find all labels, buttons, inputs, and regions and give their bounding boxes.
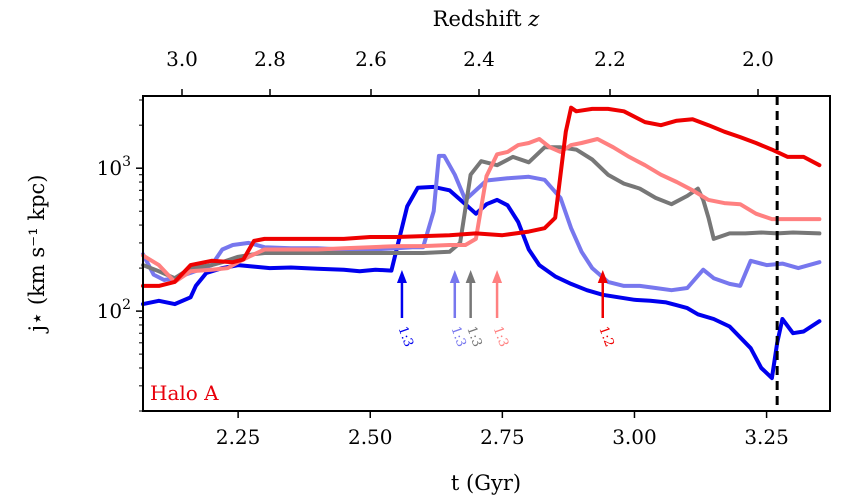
y-tick-base-2: 10 [97, 156, 122, 180]
arrow-label-4: 1:3 [490, 324, 511, 349]
series-line-2 [141, 153, 822, 293]
y-tick-label-2: 103 [97, 154, 131, 180]
y-tick-label-1: 102 [97, 297, 131, 323]
arrow-label-1: 1:3 [395, 324, 416, 349]
series-lines [141, 105, 822, 381]
top-tick-label-2: 2.8 [254, 47, 286, 71]
x-tick-label-2: 2.50 [348, 425, 393, 449]
series-line-5 [141, 105, 822, 288]
top-tick-label-3: 2.6 [355, 47, 387, 71]
series-line-4 [141, 137, 822, 284]
arrow-label-3: 1:3 [463, 324, 484, 349]
arrow-head-3 [465, 270, 476, 283]
arrow-head-2 [449, 270, 460, 283]
halo-label: Halo A [150, 381, 219, 405]
x-axis: 2.25 2.50 2.75 3.00 3.25 [216, 411, 789, 449]
arrow-head-4 [492, 270, 503, 283]
top-tick-label-6: 2.0 [742, 47, 774, 71]
x-tick-label-1: 2.25 [216, 425, 261, 449]
top-axis: 3.0 2.8 2.6 2.4 2.2 2.0 [166, 47, 774, 96]
top-tick-label-4: 2.4 [463, 47, 495, 71]
arrow-head-1 [396, 270, 407, 283]
merger-arrows: 1:3 1:31:3 1:3 1:2 [395, 270, 617, 349]
y-tick-exponent-2: 3 [122, 154, 131, 170]
x-axis-title: t (Gyr) [451, 471, 521, 495]
arrow-label-5: 1:2 [595, 324, 616, 349]
top-tick-label-1: 3.0 [166, 47, 198, 71]
x-tick-label-5: 3.25 [744, 425, 789, 449]
arrow-head-5 [597, 270, 608, 283]
y-axis-title: j⋆ (km s⁻¹ kpc) [25, 175, 49, 335]
top-axis-title-text: Redshift [433, 7, 529, 31]
arrow-label-2: 1:3 [447, 324, 468, 349]
y-tick-exponent-1: 2 [122, 297, 131, 313]
series-line-1 [141, 184, 822, 381]
top-axis-title: Redshift z [433, 7, 541, 31]
y-tick-base-1: 10 [97, 299, 122, 323]
x-tick-label-4: 3.00 [612, 425, 657, 449]
top-tick-label-5: 2.2 [594, 47, 626, 71]
plot-frame [142, 95, 831, 412]
top-axis-title-symbol: z [527, 7, 540, 31]
x-tick-label-3: 2.75 [480, 425, 525, 449]
